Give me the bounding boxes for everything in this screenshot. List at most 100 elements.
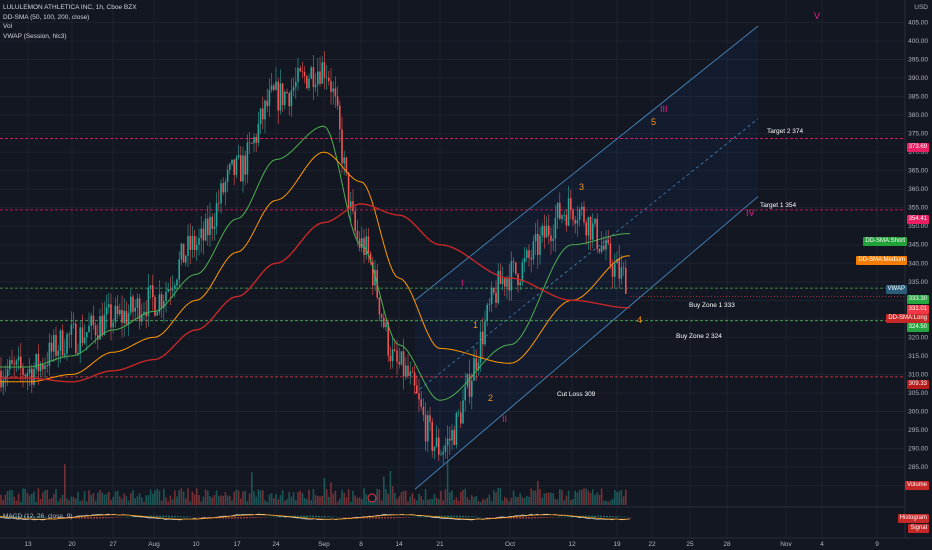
volume-bar <box>180 488 183 505</box>
volume-bar <box>330 482 332 505</box>
volume-bar <box>211 497 213 505</box>
candle-body <box>46 365 48 367</box>
macd-histogram-bar <box>351 517 353 518</box>
macd-histogram-bar <box>261 517 263 518</box>
macd-histogram-bar <box>420 516 422 518</box>
macd-histogram-bar <box>81 517 83 519</box>
macd-histogram-bar <box>465 516 467 518</box>
candle-body <box>440 454 442 456</box>
candle-body <box>510 261 513 291</box>
macd-histogram-bar <box>132 516 134 518</box>
macd-histogram-bar <box>15 515 17 518</box>
macd-pane <box>0 513 632 521</box>
candle-body <box>367 236 370 254</box>
volume-bar <box>455 497 458 505</box>
candle-body <box>277 81 279 111</box>
candle-body <box>422 406 425 415</box>
candle-body <box>66 334 68 354</box>
candle-body <box>479 331 482 363</box>
candle-body <box>189 235 191 250</box>
volume-bar <box>20 501 22 505</box>
macd-histogram-bar <box>519 517 521 519</box>
candle-body <box>202 228 205 241</box>
grid <box>0 0 905 538</box>
macd-histogram-bar <box>273 516 275 518</box>
legend-vol[interactable]: Vol <box>3 23 13 30</box>
volume-bar <box>4 494 7 505</box>
legend-sma[interactable]: DD-SMA (50, 100, 200, close) <box>3 13 90 21</box>
volume-bar <box>365 494 367 505</box>
candle-body <box>460 412 462 424</box>
volume-bar <box>440 490 442 505</box>
volume-bar <box>534 490 537 505</box>
volume-bar <box>198 495 200 505</box>
candle-body <box>224 182 227 193</box>
candle-body <box>226 169 229 183</box>
macd-histogram-bar <box>615 516 617 518</box>
candle-body <box>176 279 178 286</box>
volume-bar <box>341 489 343 505</box>
macd-histogram-bar <box>183 516 185 518</box>
macd-histogram-bar <box>42 516 44 518</box>
volume-bar <box>110 500 112 505</box>
volume-bar <box>310 500 312 505</box>
macd-label: MACD (12, 26, close, 9) <box>3 513 72 520</box>
candle-body <box>83 337 86 344</box>
volume-bar <box>356 497 359 505</box>
volume-bar <box>286 499 288 505</box>
volume-bar <box>475 495 477 505</box>
volume-bar <box>251 472 253 505</box>
macd-histogram-bar <box>384 517 386 519</box>
candle-body <box>59 330 62 351</box>
volume-bar <box>607 501 609 505</box>
candle-body <box>561 215 563 219</box>
volume-bar <box>295 500 297 505</box>
volume-bar <box>28 495 31 505</box>
volume-bar <box>394 492 396 505</box>
candle-body <box>369 253 372 262</box>
macd-histogram-bar <box>387 517 389 519</box>
volume-bar <box>530 488 532 505</box>
candle-body <box>158 294 161 313</box>
candle-body <box>572 209 574 220</box>
macd-histogram-bar <box>510 517 512 519</box>
volume-bar <box>411 493 414 505</box>
volume-bars <box>0 460 627 505</box>
price-tick-label: 370.00 <box>908 149 928 156</box>
candle-body <box>101 316 103 336</box>
wave-II-label: II <box>502 414 507 424</box>
volume-bar <box>132 490 134 505</box>
volume-bar <box>339 498 341 505</box>
candle-body <box>464 386 466 401</box>
candle-body <box>431 421 433 451</box>
macd-histogram-bar <box>537 517 539 519</box>
macd-histogram-bar <box>39 516 41 518</box>
price-tick-label: 355.00 <box>908 205 928 212</box>
candle-body <box>246 142 249 175</box>
volume-bar <box>625 489 627 505</box>
volume-bar <box>336 501 339 505</box>
macd-histogram-bar <box>45 516 47 518</box>
volume-bar <box>563 500 565 505</box>
macd-histogram-bar <box>12 515 14 518</box>
candle-body <box>174 285 176 289</box>
volume-bar <box>114 491 117 505</box>
earnings-marker-icon <box>367 493 377 503</box>
volume-bar <box>0 494 2 505</box>
macd-histogram-bar <box>591 515 593 518</box>
legend-vwap[interactable]: VWAP (Session, hlc3) <box>3 32 67 40</box>
candle-body <box>435 437 438 447</box>
macd-histogram-bar <box>423 516 425 518</box>
macd-histogram-bar <box>378 517 380 519</box>
volume-bar <box>556 499 559 505</box>
candle-body <box>259 108 262 124</box>
volume-bar <box>618 491 620 505</box>
candle-body <box>530 257 532 260</box>
volume-bar <box>350 501 352 505</box>
candle-body <box>609 243 612 266</box>
macd-histogram-bar <box>330 516 332 518</box>
volume-bar <box>402 491 405 505</box>
candle-body <box>108 304 110 308</box>
candle-body <box>279 83 282 111</box>
